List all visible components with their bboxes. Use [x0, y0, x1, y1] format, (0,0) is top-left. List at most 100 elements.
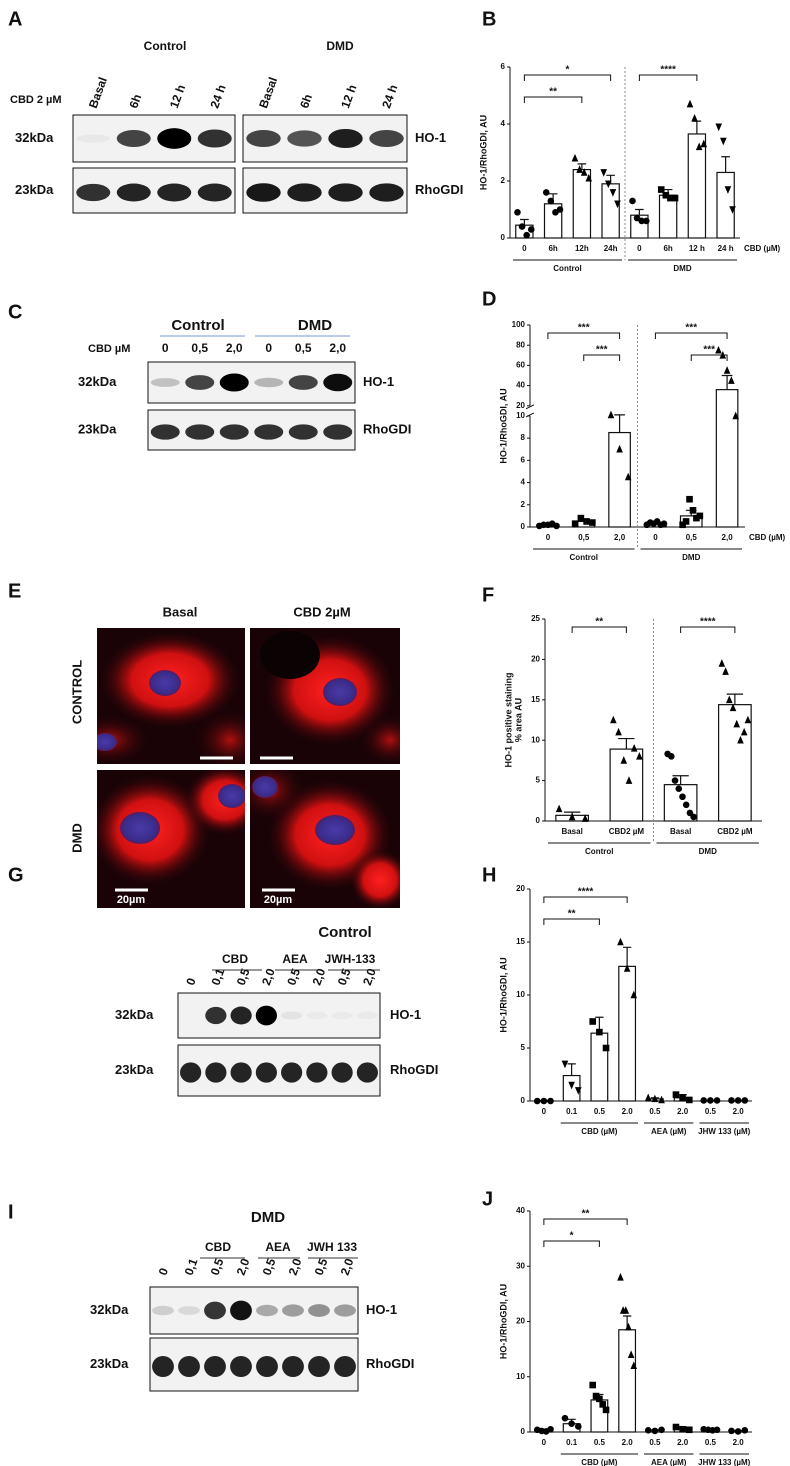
- marker-label: 23kDa: [78, 421, 117, 436]
- data-point: [617, 937, 624, 946]
- significance-label: ****: [660, 65, 676, 76]
- significance-bracket: [523, 96, 583, 103]
- blot-band: [254, 377, 284, 388]
- x-tick-label: 2.0: [622, 1107, 634, 1116]
- data-point: [644, 1093, 652, 1102]
- lane-label: 2,0: [360, 966, 379, 987]
- data-point: [693, 514, 700, 522]
- blot-box: [149, 1286, 359, 1335]
- data-point: [658, 1426, 665, 1434]
- data-point: [638, 217, 645, 225]
- lane-label: Basal: [86, 75, 110, 110]
- y-tick-label: 15: [516, 937, 525, 946]
- data-point: [679, 1425, 686, 1433]
- error-bar: [721, 156, 730, 173]
- blot-band: [219, 424, 249, 440]
- x-tick-label: 2,0: [614, 533, 626, 542]
- panel-letter: I: [8, 1201, 14, 1223]
- data-point: [679, 793, 686, 801]
- lane-label: 2,0: [310, 966, 329, 987]
- data-point: [715, 123, 723, 132]
- group-label: AEA: [265, 1240, 291, 1254]
- lane-label: 24 h: [379, 83, 400, 110]
- blot-band: [254, 424, 284, 440]
- y-tick-label: 4: [521, 478, 526, 487]
- panel-letter: B: [482, 8, 496, 30]
- blot-band: [328, 128, 363, 149]
- data-point: [623, 964, 631, 972]
- group-label: Control: [585, 847, 613, 856]
- panel-letter: H: [482, 864, 496, 886]
- data-point: [651, 1094, 659, 1103]
- panel-letter: C: [8, 301, 22, 323]
- lane-label: 12 h: [338, 83, 359, 110]
- data-point: [589, 1018, 597, 1025]
- data-point: [696, 512, 704, 520]
- data-point: [527, 226, 535, 233]
- x-tick-label: 2.0: [677, 1107, 689, 1116]
- blot-title: DMD: [251, 1209, 285, 1226]
- blot-box: [147, 361, 356, 404]
- lane-label: 2,0: [338, 1256, 357, 1277]
- bar: [601, 183, 620, 239]
- error-bar: [721, 374, 733, 390]
- y-tick-label: 2: [501, 176, 506, 185]
- data-point: [556, 206, 564, 213]
- x-tick-label: 0.1: [566, 1107, 578, 1116]
- treatment-label: CBD µM: [88, 343, 130, 355]
- bar: [716, 171, 735, 239]
- x-tick-label: 0,5: [578, 533, 590, 542]
- significance-bracket: [571, 626, 627, 633]
- blot-band: [178, 1355, 200, 1378]
- data-point: [624, 472, 632, 481]
- y-tick-label: 0: [536, 816, 541, 825]
- y-tick-label: 80: [516, 340, 525, 349]
- lane-label: 2,0: [234, 1256, 253, 1277]
- group-label: CBD: [222, 952, 248, 966]
- data-point: [679, 521, 686, 529]
- x-tick-label: CBD2 µM: [717, 827, 753, 836]
- protein-label: RhoGDI: [366, 1356, 414, 1371]
- scale-label: 20µm: [264, 894, 293, 906]
- marker-label: 32kDa: [115, 1007, 154, 1022]
- group-label: DMD: [326, 39, 354, 53]
- protein-label: HO-1: [366, 1302, 397, 1317]
- y-tick-label: 10: [516, 411, 525, 420]
- x-tick-label: 6h: [548, 244, 557, 253]
- lane-label: 0,5: [260, 1256, 279, 1277]
- error-bar: [618, 737, 635, 750]
- group-label: Control: [171, 317, 224, 334]
- blot-band: [76, 183, 111, 202]
- significance-bracket: [680, 626, 736, 633]
- data-point: [630, 743, 638, 752]
- data-point: [737, 735, 744, 744]
- data-point: [686, 99, 694, 108]
- significance-label: **: [549, 87, 557, 98]
- data-point: [605, 180, 612, 189]
- group-label: AEA: [282, 952, 308, 966]
- lane-label: 0,5: [234, 966, 253, 987]
- blot-box: [147, 409, 356, 451]
- panel-letter: A: [8, 8, 22, 30]
- significance-label: ***: [703, 345, 715, 356]
- data-point: [700, 1097, 708, 1104]
- x-tick-label: 0: [522, 244, 527, 253]
- data-point: [729, 703, 737, 712]
- column-label: CBD 2µM: [293, 604, 350, 619]
- blot-band: [357, 1012, 378, 1020]
- blot-band: [287, 183, 322, 202]
- data-point: [728, 376, 735, 384]
- data-point: [658, 1095, 665, 1104]
- data-point: [657, 186, 665, 193]
- data-point: [679, 1094, 686, 1102]
- data-point: [629, 197, 636, 205]
- x-tick-label: 24 h: [718, 244, 734, 253]
- y-tick-label: 100: [512, 320, 526, 329]
- blot-band: [288, 424, 318, 440]
- panel-letter: E: [8, 580, 21, 602]
- data-point: [547, 1425, 554, 1433]
- data-point: [636, 752, 643, 760]
- protein-label: RhoGDI: [390, 1062, 438, 1077]
- data-point: [547, 1097, 554, 1105]
